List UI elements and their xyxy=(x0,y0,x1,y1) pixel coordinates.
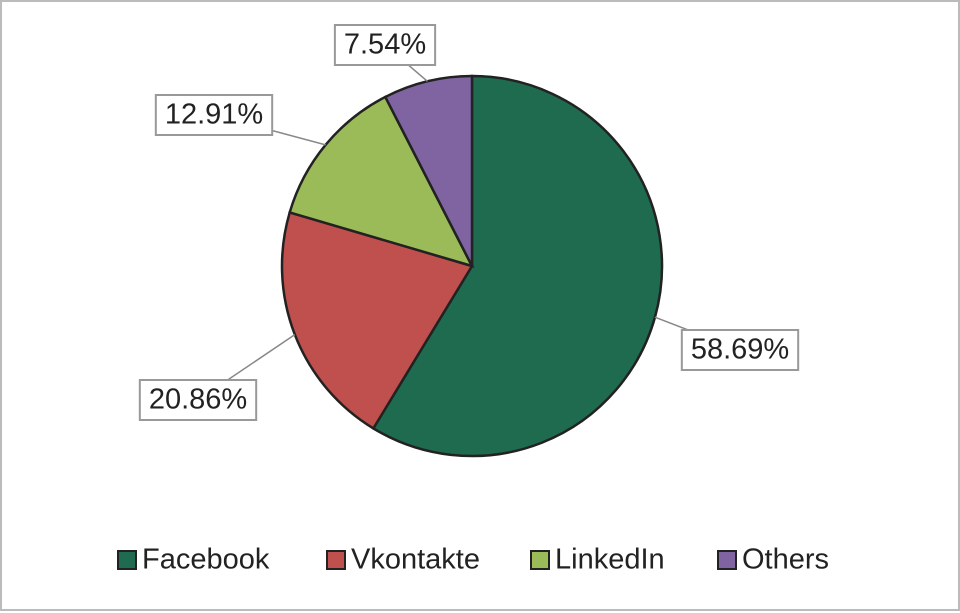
legend-label: LinkedIn xyxy=(555,544,665,576)
pie-slice xyxy=(280,210,474,431)
data-label-text: 12.91% xyxy=(165,99,263,131)
legend-swatch xyxy=(530,550,550,570)
pie-slice xyxy=(383,74,474,267)
legend-label: Others xyxy=(742,544,829,576)
data-label: 20.86% xyxy=(138,379,258,421)
legend-swatch xyxy=(117,550,137,570)
data-label-box xyxy=(680,329,800,371)
data-label-box xyxy=(138,379,258,421)
legend-label: Vkontakte xyxy=(351,544,480,576)
pie-slice xyxy=(371,74,664,458)
legend-label: Facebook xyxy=(142,544,270,576)
data-label-text: 58.69% xyxy=(691,334,789,366)
legend-swatch xyxy=(326,550,346,570)
data-label-box xyxy=(333,24,437,66)
data-label-box xyxy=(154,94,274,136)
data-label: 7.54% xyxy=(333,24,437,66)
legend-swatch xyxy=(717,550,737,570)
data-label-text: 7.54% xyxy=(344,29,426,61)
pie-slice xyxy=(288,95,475,269)
data-label-text: 20.86% xyxy=(149,384,247,416)
data-label: 12.91% xyxy=(154,94,274,136)
data-label: 58.69% xyxy=(680,329,800,371)
